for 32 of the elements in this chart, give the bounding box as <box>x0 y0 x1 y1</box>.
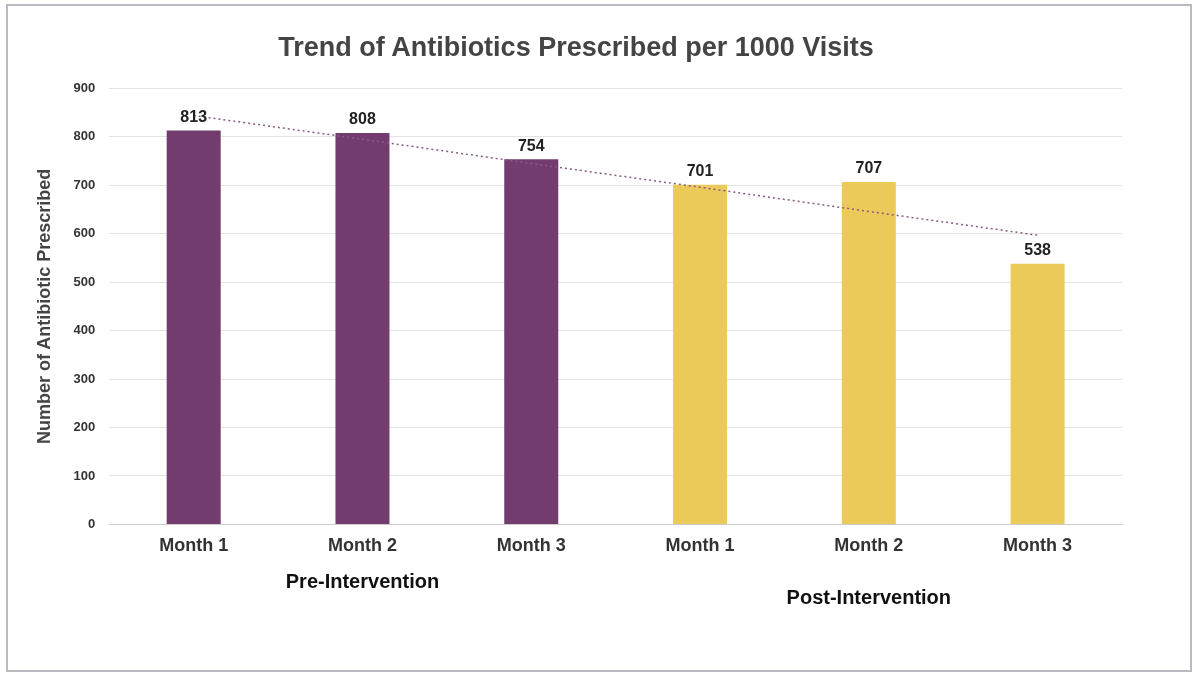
data-label: 701 <box>686 162 714 180</box>
data-label: 754 <box>517 136 545 154</box>
text: Pre-Intervention <box>285 570 440 593</box>
y-tick-label: 200 <box>73 419 96 435</box>
y-tick-label: 600 <box>73 225 96 241</box>
bar <box>335 132 390 524</box>
x-tick-label: Month 1 <box>665 535 735 556</box>
y-tick-label: 800 <box>73 128 96 144</box>
x-tick-label: Month 3 <box>496 535 566 556</box>
x-tick-label: Month 2 <box>834 535 904 556</box>
data-label: 808 <box>349 110 376 128</box>
y-tick-label: 300 <box>73 370 96 386</box>
y-tick-label: 500 <box>73 273 96 289</box>
x-tick-label: Month 1 <box>159 535 229 556</box>
y-tick-label: 400 <box>73 322 96 338</box>
bar <box>1010 263 1065 524</box>
data-label: 538 <box>1024 241 1052 259</box>
bar <box>673 184 728 524</box>
x-tick-label: Month 2 <box>327 535 397 556</box>
bar <box>841 181 896 524</box>
y-axis-title: Number of Antibiotic Prescribed <box>33 168 54 445</box>
y-tick-label: 900 <box>73 79 96 95</box>
y-tick-label: 0 <box>88 515 96 531</box>
x-tick-label: Month 3 <box>1003 535 1073 556</box>
chart-title: Trend of Antibiotics Prescribed per 1000 Visits <box>278 31 874 62</box>
bar <box>504 159 559 524</box>
data-label: 813 <box>180 107 208 125</box>
y-tick-label: 700 <box>73 176 96 192</box>
data-label: 707 <box>855 159 883 177</box>
bar <box>166 130 221 524</box>
y-tick-label: 100 <box>73 467 96 483</box>
text: Post-Intervention <box>786 586 952 609</box>
